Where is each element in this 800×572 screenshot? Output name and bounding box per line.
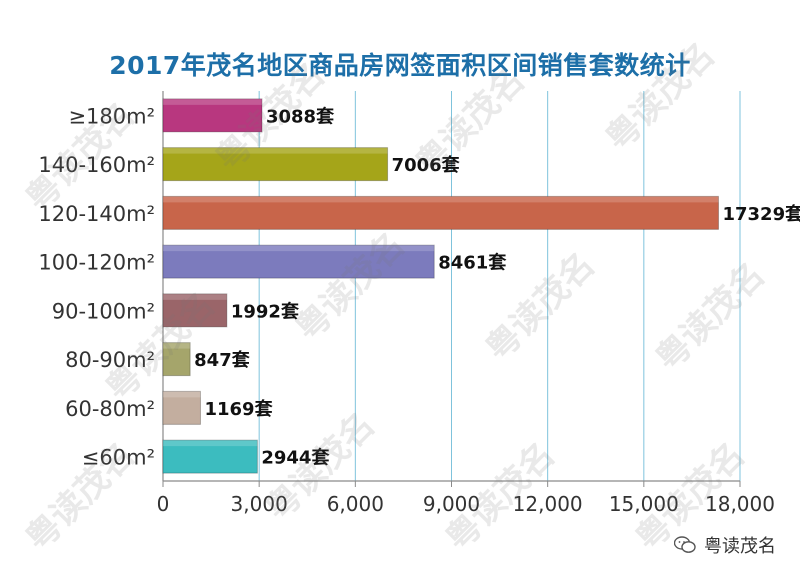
category-label: 100-120m²: [38, 251, 155, 275]
x-tick-label: 15,000: [609, 492, 679, 516]
category-label: 120-140m²: [38, 202, 155, 226]
bar: [162, 147, 389, 182]
x-tick-label: 0: [157, 492, 170, 516]
bar: [162, 98, 263, 133]
data-label: 17329套: [722, 203, 800, 225]
x-tick-label: 9,000: [423, 492, 480, 516]
bar: [162, 293, 228, 328]
data-label: 2944套: [261, 447, 329, 469]
bar: [162, 244, 435, 279]
bar: [162, 390, 201, 425]
category-label: 90-100m²: [52, 299, 155, 323]
bar-highlight: [163, 147, 388, 154]
x-tick-label: 12,000: [513, 492, 583, 516]
bar-highlight: [163, 293, 227, 300]
x-tick-label: 18,000: [705, 492, 775, 516]
category-label: 80-90m²: [65, 348, 155, 372]
data-label: 8461套: [438, 252, 506, 274]
data-label: 3088套: [266, 105, 334, 127]
brand-label: 粤读茂名: [704, 536, 776, 557]
bar-highlight: [163, 440, 258, 447]
x-tick-label: 3,000: [231, 492, 288, 516]
wechat-icon: [674, 536, 696, 553]
bar-highlight: [163, 196, 719, 203]
data-label: 847套: [194, 349, 250, 371]
chart-title: 2017年茂名地区商品房网签面积区间销售套数统计: [109, 51, 691, 80]
bar: [162, 439, 258, 474]
bar: [162, 195, 719, 230]
bars: [162, 98, 719, 474]
bar-highlight: [163, 245, 435, 252]
bar-highlight: [163, 391, 201, 398]
x-tick-label: 6,000: [327, 492, 384, 516]
category-label: ≥180m²: [68, 104, 155, 128]
bar-highlight: [163, 98, 262, 105]
labels: 0 3,000 6,000 9,000 12,000 15,000 18,000 ≥180m²…: [38, 104, 800, 516]
data-label: 1169套: [204, 398, 272, 420]
brand-badge: 粤读茂名: [674, 532, 776, 558]
category-label: 60-80m²: [65, 397, 155, 421]
data-label: 7006套: [392, 154, 460, 176]
bar: [162, 342, 191, 377]
category-label: 140-160m²: [38, 153, 155, 177]
category-label: ≤60m²: [82, 446, 155, 470]
bar-highlight: [163, 342, 191, 349]
data-label: 1992套: [231, 300, 299, 322]
